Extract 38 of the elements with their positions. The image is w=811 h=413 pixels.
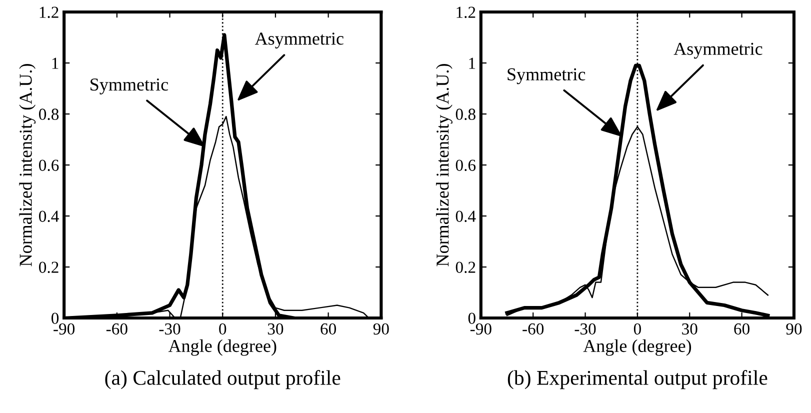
x-tick-label: 0 [219, 323, 226, 335]
y-tick-label: 0.8 [456, 108, 476, 120]
y-tick-label: 0 [52, 312, 59, 324]
y-tick-label: 0.6 [456, 160, 476, 172]
x-tick-label: -60 [522, 323, 544, 335]
y-tick-label: 1 [469, 58, 476, 69]
x-axis-title: Angle (degree) [583, 339, 692, 356]
x-tick-label: 90 [373, 323, 389, 335]
x-tick-label: -30 [574, 323, 596, 335]
x-tick-label: 0 [634, 323, 641, 335]
x-tick-label: 60 [320, 323, 336, 335]
y-tick-label: 0.6 [39, 160, 59, 172]
text: (a) Calculated output profile [105, 370, 340, 390]
y-tick-label: 0.2 [39, 262, 58, 274]
annotation: Symmetric [90, 78, 168, 94]
y-tick-label: 0.2 [456, 262, 476, 274]
x-tick-label: -30 [159, 323, 180, 335]
y-tick-label: 0 [468, 312, 476, 324]
y-tick-label: 1.2 [40, 6, 58, 18]
x-tick-label: 30 [268, 323, 284, 335]
x-tick-label: 90 [786, 323, 802, 335]
x-tick-label: -60 [106, 323, 128, 335]
x-axis-title: Angle (degree) [168, 339, 276, 356]
x-tick-label: -90 [54, 323, 75, 335]
annotation: Asymmetric [254, 32, 344, 48]
y-axis-title: Normalized intensity (A.U.) [19, 64, 36, 266]
x-tick-label: 60 [734, 323, 750, 335]
y-tick-label: 0.4 [456, 210, 476, 222]
text: (b) Experimental output profile [508, 370, 768, 390]
y-tick-label: 1 [52, 58, 58, 69]
x-tick-label: 30 [682, 323, 698, 335]
y-axis-title: Normalized intensity (A.U.) [436, 64, 452, 266]
annotation: Symmetric [508, 68, 586, 84]
annotation: Asymmetric [674, 42, 762, 59]
y-tick-label: 1.2 [456, 6, 476, 18]
y-tick-label: 0.8 [39, 108, 59, 120]
x-tick-label: -90 [470, 323, 492, 335]
y-tick-label: 0.4 [39, 210, 59, 222]
